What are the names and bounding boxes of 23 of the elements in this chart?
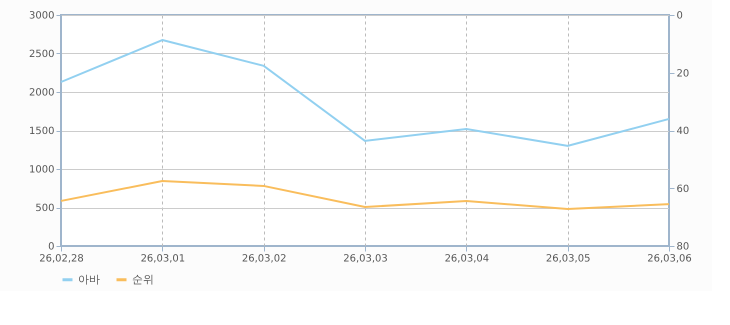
x-tick-label: 26,03,05: [546, 254, 590, 264]
line-series: [60, 180, 670, 210]
x-tick-label: 26,03,06: [647, 254, 692, 264]
y2-tick-label: 0: [676, 10, 683, 22]
y2-tick-label: 20: [676, 68, 690, 80]
y2-tick-label: 40: [676, 126, 690, 137]
y2-tick-label: 80: [676, 242, 690, 252]
x-tick-label: 26,03,01: [140, 254, 186, 264]
x-tick-label: 26,03,02: [242, 254, 286, 264]
y-tick-label: 2500: [29, 49, 54, 60]
line-series: [60, 39, 670, 147]
y-tick-label: 1000: [29, 164, 54, 176]
legend-label: 순위: [132, 272, 154, 286]
y-tick-label: 0: [48, 242, 54, 252]
y-tick-label: 1500: [29, 126, 54, 137]
y-tick-label: 500: [35, 203, 54, 214]
x-tick-label: 26,02,28: [39, 254, 84, 264]
x-tick-label: 26,03,03: [343, 254, 388, 264]
x-tick-label: 26,03,04: [444, 254, 490, 264]
y2-tick-label: 60: [676, 184, 690, 195]
legend-label: 아바: [78, 272, 100, 286]
y-tick-label: 2000: [29, 88, 54, 98]
y-tick-label: 3000: [29, 10, 54, 22]
